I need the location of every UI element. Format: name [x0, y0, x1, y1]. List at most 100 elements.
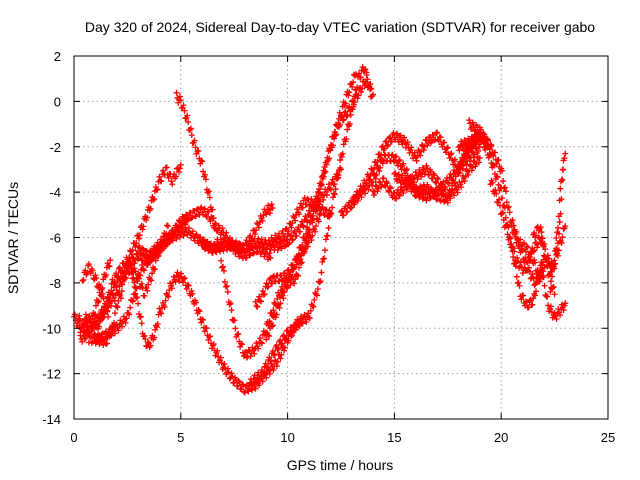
- data-point: [252, 231, 259, 238]
- data-point: [522, 255, 529, 262]
- data-point: [193, 231, 200, 238]
- data-point: [273, 363, 280, 370]
- data-point: [127, 304, 134, 311]
- data-point: [242, 383, 249, 390]
- data-point: [433, 130, 440, 137]
- data-point: [86, 312, 93, 319]
- data-point: [437, 134, 444, 141]
- data-point: [212, 352, 219, 359]
- data-point: [135, 300, 142, 307]
- data-point: [189, 214, 196, 221]
- y-tick-label: -14: [42, 412, 61, 427]
- data-point: [258, 367, 265, 374]
- data-point: [139, 245, 146, 252]
- data-point: [316, 279, 323, 286]
- data-point: [544, 293, 551, 300]
- data-point: [510, 245, 517, 252]
- data-point: [135, 235, 142, 242]
- data-point: [254, 303, 261, 310]
- data-point: [499, 194, 506, 201]
- data-point: [526, 297, 533, 304]
- data-point: [418, 170, 425, 177]
- data-point: [555, 224, 562, 231]
- data-point: [355, 92, 362, 99]
- data-point: [377, 154, 384, 161]
- data-point: [247, 251, 254, 258]
- data-point: [404, 184, 411, 191]
- data-point: [331, 191, 338, 198]
- data-point: [561, 155, 568, 162]
- y-tick-label: 0: [54, 94, 61, 109]
- data-point: [314, 285, 321, 292]
- data-point: [554, 252, 561, 259]
- data-point: [459, 145, 466, 152]
- data-point: [237, 249, 244, 256]
- data-point: [293, 232, 300, 239]
- data-point: [444, 199, 451, 206]
- data-point: [433, 195, 440, 202]
- data-point: [494, 173, 501, 180]
- data-point: [556, 219, 563, 226]
- data-point: [128, 251, 135, 258]
- data-point: [322, 236, 329, 243]
- data-point: [312, 222, 319, 229]
- data-point: [301, 195, 308, 202]
- data-point: [278, 351, 285, 358]
- data-point: [335, 115, 342, 122]
- data-point: [367, 80, 374, 87]
- data-point: [541, 282, 548, 289]
- data-point: [244, 247, 251, 254]
- y-tick-label: -6: [49, 231, 61, 246]
- data-point: [108, 332, 115, 339]
- data-point: [257, 335, 264, 342]
- data-point: [459, 162, 466, 169]
- data-point: [308, 217, 315, 224]
- data-point: [461, 178, 468, 185]
- data-point: [128, 297, 135, 304]
- data-point: [260, 370, 267, 377]
- data-point: [106, 263, 113, 270]
- data-point: [390, 157, 397, 164]
- data-point: [140, 246, 147, 253]
- y-tick-label: 2: [54, 49, 61, 64]
- data-point: [247, 353, 254, 360]
- data-point: [117, 317, 124, 324]
- data-point: [441, 198, 448, 205]
- data-point: [255, 224, 262, 231]
- data-point: [358, 88, 365, 95]
- data-point: [160, 167, 167, 174]
- data-point: [181, 275, 188, 282]
- data-point: [239, 381, 246, 388]
- data-point: [138, 280, 145, 287]
- data-point: [395, 191, 402, 198]
- data-point: [471, 151, 478, 158]
- data-point: [520, 239, 527, 246]
- data-point: [201, 246, 208, 253]
- data-point: [103, 340, 110, 347]
- data-point: [534, 244, 541, 251]
- data-point: [389, 194, 396, 201]
- data-point: [209, 206, 216, 213]
- data-point: [224, 237, 231, 244]
- data-point: [363, 71, 370, 78]
- data-point: [476, 143, 483, 150]
- data-point: [177, 222, 184, 229]
- data-point: [505, 203, 512, 210]
- data-point: [552, 248, 559, 255]
- data-point: [207, 218, 214, 225]
- data-point: [553, 234, 560, 241]
- data-point: [262, 360, 269, 367]
- data-point: [553, 245, 560, 252]
- data-point: [125, 310, 132, 317]
- data-point: [113, 303, 120, 310]
- data-point: [339, 117, 346, 124]
- data-point: [219, 264, 226, 271]
- data-point: [274, 239, 281, 246]
- data-point: [249, 381, 256, 388]
- data-point: [258, 340, 265, 347]
- data-point: [518, 296, 525, 303]
- data-point: [285, 337, 292, 344]
- data-point: [196, 235, 203, 242]
- data-point: [93, 339, 100, 346]
- data-point: [418, 190, 425, 197]
